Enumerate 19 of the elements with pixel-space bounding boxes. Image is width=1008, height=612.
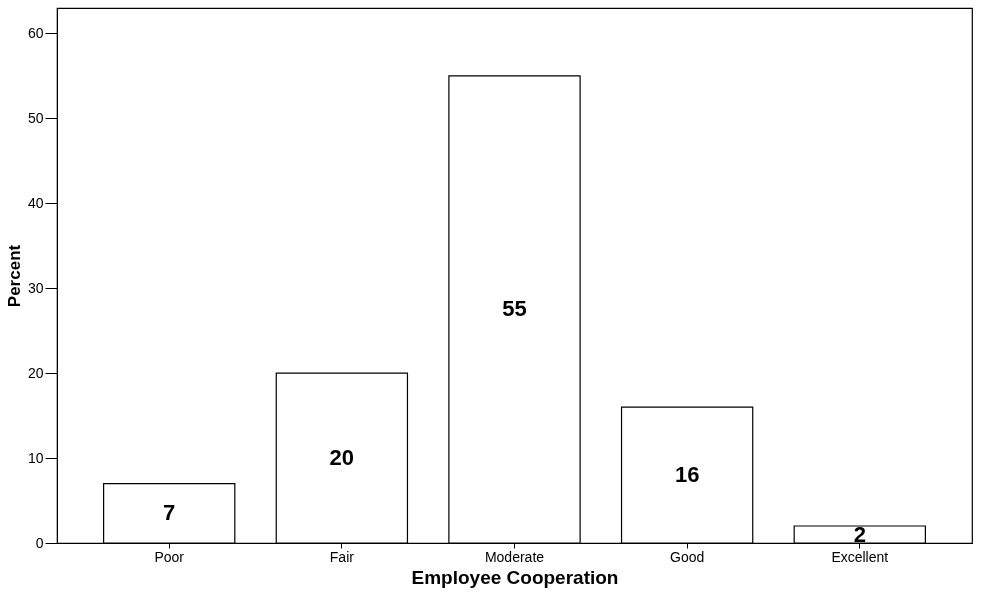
y-tick-label: 30 (27, 279, 44, 296)
data-label: 7 (163, 500, 176, 526)
data-label: 55 (502, 296, 527, 322)
data-label: 16 (674, 462, 700, 488)
y-tick-label: 50 (27, 109, 44, 126)
data-label: 2 (853, 521, 866, 547)
x-tick-label: Poor (154, 548, 185, 565)
x-tick-label: Good (670, 548, 705, 565)
y-axis-title: Percent (4, 244, 24, 308)
x-axis-title: Employee Cooperation (411, 566, 619, 588)
data-label: 20 (329, 445, 355, 471)
y-tick-label: 60 (27, 24, 44, 41)
y-tick-label: 40 (27, 194, 44, 211)
y-tick-label: 20 (27, 364, 44, 381)
x-tick-label: Excellent (831, 548, 889, 565)
x-tick-label: Moderate (484, 548, 545, 565)
x-tick-label: Fair (329, 548, 355, 565)
y-tick-label: 10 (27, 449, 44, 466)
y-tick-label: 0 (35, 534, 44, 551)
